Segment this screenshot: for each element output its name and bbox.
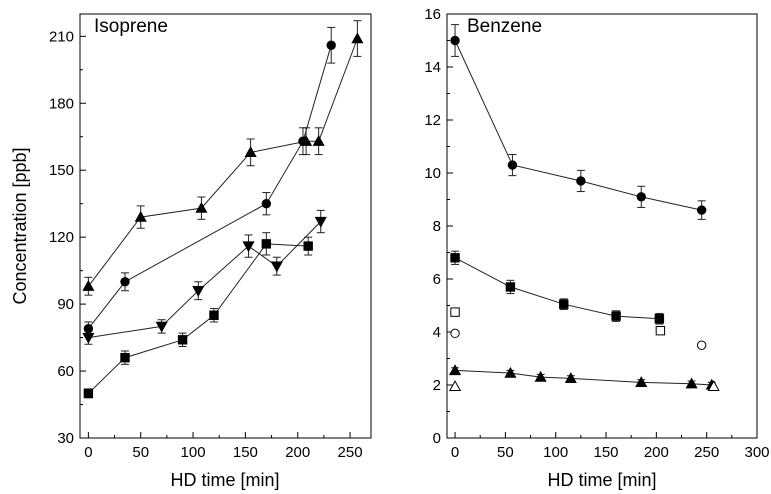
y-tick-label: 8 [433,218,441,235]
series-line [455,369,712,386]
data-point [242,241,255,253]
data-point [209,310,219,320]
x-tick-label: 150 [594,444,619,461]
data-point [261,198,272,209]
data-point [611,311,621,321]
y-tick-label: 6 [433,271,441,288]
y-tick-label: 30 [57,430,74,447]
y-tick-label: 180 [49,95,74,112]
data-point [505,282,516,292]
data-point [450,253,460,263]
data-point [134,210,147,222]
x-tick-label: 250 [694,444,719,461]
y-tick-label: 14 [424,59,441,76]
data-point [696,340,707,350]
y-tick-label: 120 [49,229,74,246]
data-point [120,277,130,287]
data-point [303,241,313,251]
x-tick-label: 100 [543,444,568,461]
series-line [88,38,358,287]
data-point [655,325,666,336]
data-point [192,286,205,297]
y-tick-label: 12 [424,112,441,129]
y-tick-label: 16 [424,6,441,23]
x-tick-label: 100 [181,444,206,461]
data-point [449,380,462,391]
data-point [576,176,586,186]
data-point [298,136,308,146]
data-point [534,370,547,382]
data-point [82,280,95,291]
data-point [696,205,707,215]
data-point [314,216,327,228]
x-tick-label: 50 [132,444,149,461]
x-tick-label: 0 [84,444,92,461]
data-point [82,332,95,344]
data-point [351,32,364,44]
data-point [504,366,517,378]
x-tick-label: 300 [744,444,769,461]
data-point [326,40,336,50]
data-point [155,321,168,333]
data-point [83,323,94,334]
y-tick-label: 2 [433,377,441,394]
series-line [454,257,660,320]
data-point [195,201,208,213]
data-point [685,377,698,389]
data-point [450,328,460,339]
y-tick-label: 90 [57,296,74,313]
y-tick-label: 150 [49,162,74,179]
data-point [83,388,94,399]
data-point [559,299,569,309]
data-point [244,146,257,158]
data-point [507,160,518,170]
panel-title: Isoprene [94,16,168,37]
data-point [177,335,188,345]
y-tick-label: 0 [433,430,441,447]
series-line [88,221,322,339]
isoprene-panel: 0 50 100 150 200 250 30 60 90 120 150 180 210 Isopre… [10,13,372,490]
y-tick-label: 210 [49,28,74,45]
plot-frame [446,13,758,439]
data-point [636,192,646,202]
data-point [449,364,462,376]
y-tick-label: 10 [424,165,441,182]
data-point [635,376,648,388]
plot-frame [79,13,372,439]
y-tick-label: 4 [433,324,441,341]
data-point [270,261,283,273]
x-tick-label: 200 [285,444,310,461]
x-tick-label: 200 [644,444,669,461]
data-point [707,380,720,391]
data-point [450,35,460,46]
x-tick-label: 0 [451,444,459,461]
panel-title: Benzene [467,16,542,37]
y-tick-label: 60 [57,363,74,380]
y-axis-label: Concentration [ppb] [10,147,30,304]
x-axis-label: HD time [min] [170,470,279,490]
x-axis-label: HD time [min] [547,470,656,490]
x-tick-label: 50 [497,444,514,461]
data-point [312,134,325,146]
data-point [120,352,130,363]
data-point [261,239,272,249]
x-tick-label: 250 [338,444,363,461]
data-point [564,372,577,384]
x-tick-label: 150 [233,444,258,461]
data-point [450,307,460,317]
series-line [88,243,309,394]
data-point [654,314,665,324]
